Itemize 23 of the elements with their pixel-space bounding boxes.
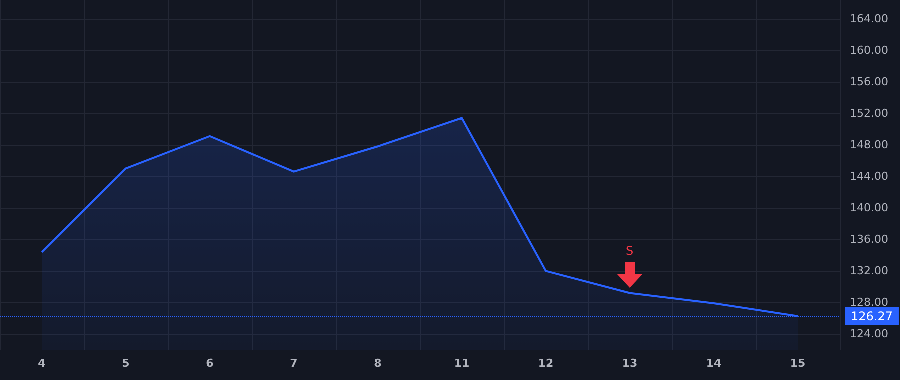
- x-tick-label: 6: [206, 357, 214, 370]
- x-tick-label: 14: [706, 357, 722, 370]
- x-tick-label: 5: [122, 357, 130, 370]
- y-tick-label: 152.00: [850, 107, 888, 120]
- x-tick-label: 15: [790, 357, 806, 370]
- x-tick-label: 8: [374, 357, 382, 370]
- y-tick-label: 156.00: [850, 75, 888, 88]
- y-tick-label: 136.00: [850, 233, 888, 246]
- y-tick-label: 132.00: [850, 264, 888, 278]
- x-tick-label: 11: [454, 357, 470, 370]
- x-tick-label: 7: [290, 357, 298, 370]
- ref-line-label: 126.27: [851, 309, 893, 324]
- y-tick-label: 140.00: [850, 202, 888, 215]
- x-tick-label: 4: [38, 357, 46, 370]
- y-tick-label: 124.00: [850, 328, 888, 341]
- y-tick-label: 144.00: [850, 170, 888, 184]
- y-tick-label: 148.00: [850, 138, 888, 152]
- annotation: S: [626, 244, 634, 258]
- y-tick-label: 160.00: [850, 44, 888, 57]
- y-tick-label: 128.00: [850, 296, 888, 310]
- y-tick-label: 164.00: [850, 12, 888, 26]
- x-tick-label: 12: [538, 357, 554, 370]
- x-tick-label: 13: [622, 357, 638, 370]
